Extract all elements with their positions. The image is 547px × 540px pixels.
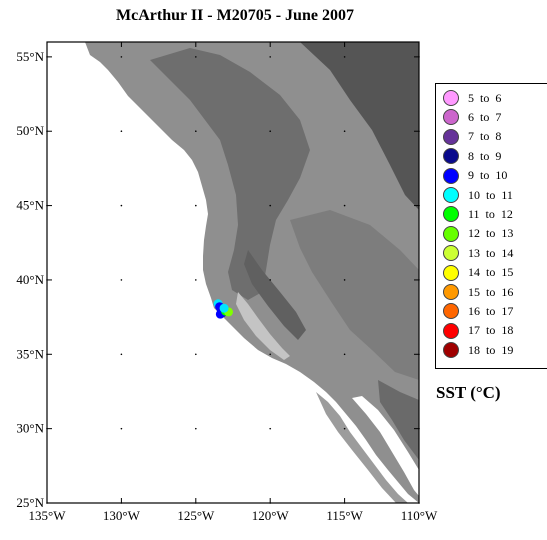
- graticule-dot: [120, 130, 123, 133]
- legend-swatch: [443, 264, 459, 281]
- legend-item: 6 to 7: [443, 109, 502, 126]
- legend-swatch: [443, 128, 459, 145]
- graticule-dot: [195, 56, 197, 58]
- lat-tick-label: 55°N: [16, 49, 44, 64]
- legend-item: 7 to 8: [443, 128, 502, 145]
- land-group: [85, 42, 419, 503]
- lon-tick-label: 110°W: [401, 508, 438, 523]
- lat-tick-label: 45°N: [16, 198, 44, 213]
- graticule-dot: [195, 130, 197, 133]
- graticule-dot: [120, 279, 123, 281]
- mainland-mexico: [378, 380, 419, 460]
- cruise-track: [213, 299, 234, 319]
- graticule-dot: [195, 204, 197, 207]
- graticule-dot: [120, 427, 123, 430]
- legend-label: 16 to 17: [468, 303, 514, 318]
- basin-plateau: [290, 210, 419, 380]
- legend-unit-label: SST (°C): [436, 383, 501, 402]
- graticule-dot: [269, 427, 272, 430]
- legend-label: 9 to 10: [468, 168, 508, 183]
- coast-range: [150, 48, 310, 300]
- graticule-dot: [343, 56, 346, 58]
- legend-label: 13 to 14: [468, 245, 514, 260]
- legend-label: 10 to 11: [468, 187, 513, 202]
- legend-item: 8 to 9: [443, 148, 502, 165]
- legend-swatch: [443, 225, 459, 242]
- legend-swatch: [443, 303, 459, 320]
- legend-label: 14 to 15: [468, 265, 514, 280]
- map-title: McArthur II - M20705 - June 2007: [116, 7, 354, 24]
- legend-item: 17 to 18: [443, 322, 514, 339]
- lat-tick-label: 40°N: [16, 272, 44, 287]
- graticule-dot: [120, 56, 123, 58]
- legend-label: 11 to 12: [468, 206, 513, 221]
- graticule-dot: [195, 279, 197, 281]
- graticule-dot: [195, 353, 197, 356]
- legend-swatch: [443, 167, 459, 184]
- legend-swatch: [443, 342, 459, 359]
- lon-tick-label: 115°W: [326, 508, 363, 523]
- track-point: [219, 303, 229, 313]
- legend-swatch: [443, 148, 459, 165]
- map-frame: [46, 41, 420, 504]
- graticule-dot: [269, 353, 272, 356]
- graticule-dot: [269, 204, 272, 207]
- legend-item: 13 to 14: [443, 245, 514, 262]
- sst-legend: 5 to 6 6 to 7 7 to 8 8 to 9 9 to 10 10 to 11 1…: [435, 83, 547, 369]
- legend-item: 12 to 13: [443, 225, 514, 242]
- legend-swatch: [443, 206, 459, 223]
- legend-item: 16 to 17: [443, 303, 514, 320]
- sierra-range: [244, 250, 306, 340]
- lat-tick-label: 35°N: [16, 346, 44, 361]
- rocky-range: [300, 42, 419, 210]
- legend-swatch: [443, 284, 459, 300]
- lon-tick-label: 125°W: [177, 508, 215, 523]
- lon-tick-label: 120°W: [252, 508, 290, 523]
- graticule-dot: [269, 56, 272, 58]
- legend-label: 12 to 13: [468, 226, 514, 241]
- legend-item: 10 to 11: [443, 187, 513, 203]
- graticule-dot: [120, 204, 123, 207]
- legend-item: 18 to 19: [443, 342, 514, 359]
- graticule-dot: [343, 204, 346, 207]
- legend-item: 14 to 15: [443, 264, 514, 281]
- lat-tick-label: 25°N: [16, 495, 44, 510]
- gulf-of-california: [352, 396, 419, 496]
- graticule-dot: [343, 130, 346, 133]
- legend-swatch: [443, 90, 459, 106]
- baja-peninsula: [316, 392, 408, 503]
- graticule-dot: [343, 353, 346, 356]
- legend-swatch: [443, 245, 459, 262]
- lon-tick-label: 130°W: [103, 508, 141, 523]
- legend-swatch: [443, 109, 459, 126]
- legend-label: 8 to 9: [468, 148, 502, 163]
- legend-swatch: [443, 322, 459, 339]
- legend-item: 5 to 6: [443, 90, 501, 106]
- graticule-dot: [120, 353, 123, 356]
- graticule-dot: [343, 279, 346, 281]
- central-valley: [236, 292, 290, 360]
- lat-tick-label: 50°N: [16, 123, 44, 138]
- legend-item: 11 to 12: [443, 206, 513, 223]
- legend-label: 5 to 6: [468, 90, 502, 105]
- legend-label: 7 to 8: [468, 129, 502, 144]
- legend-swatch: [443, 187, 459, 203]
- legend-label: 18 to 19: [468, 342, 514, 357]
- legend-item: 15 to 16: [443, 284, 513, 300]
- lat-tick-label: 30°N: [16, 421, 44, 436]
- legend-label: 17 to 18: [468, 323, 514, 338]
- graticule-dot: [195, 427, 197, 430]
- graticule-dot: [343, 427, 346, 430]
- graticule-dot: [269, 279, 272, 281]
- graticule-dot: [269, 130, 272, 133]
- legend-label: 6 to 7: [468, 109, 502, 124]
- legend-item: 9 to 10: [443, 167, 508, 184]
- lon-tick-label: 135°W: [29, 508, 67, 523]
- legend-label: 15 to 16: [468, 284, 514, 299]
